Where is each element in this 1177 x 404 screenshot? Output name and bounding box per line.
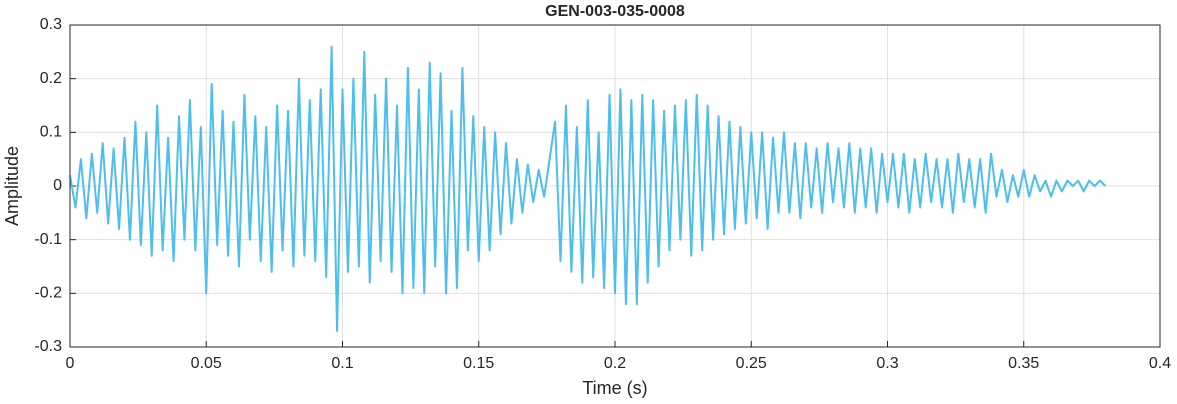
y-tick-label: -0.3 — [34, 338, 62, 355]
y-tick-label: 0.3 — [40, 16, 62, 33]
x-tick-label: 0.2 — [604, 355, 626, 372]
x-axis-label: Time (s) — [582, 378, 647, 398]
y-tick-label: 0.2 — [40, 70, 62, 87]
x-tick-label: 0.1 — [331, 355, 353, 372]
x-tick-label: 0.4 — [1149, 355, 1171, 372]
y-tick-label: -0.1 — [34, 231, 62, 248]
y-tick-label: 0.1 — [40, 124, 62, 141]
x-tick-label: 0.15 — [463, 355, 494, 372]
axes-box — [69, 24, 1161, 348]
x-tick-label: 0.3 — [876, 355, 898, 372]
waveform-line — [69, 45, 1107, 332]
x-tick-label: 0 — [66, 355, 75, 372]
y-tick-label: 0 — [53, 177, 62, 194]
y-axis-label: Amplitude — [2, 146, 22, 226]
x-tick-label: 0.35 — [1008, 355, 1039, 372]
x-tick-label: 0.05 — [191, 355, 222, 372]
chart-title: GEN-003-035-0008 — [545, 3, 685, 20]
x-tick-label: 0.25 — [736, 355, 767, 372]
y-tick-label: -0.2 — [34, 285, 62, 302]
